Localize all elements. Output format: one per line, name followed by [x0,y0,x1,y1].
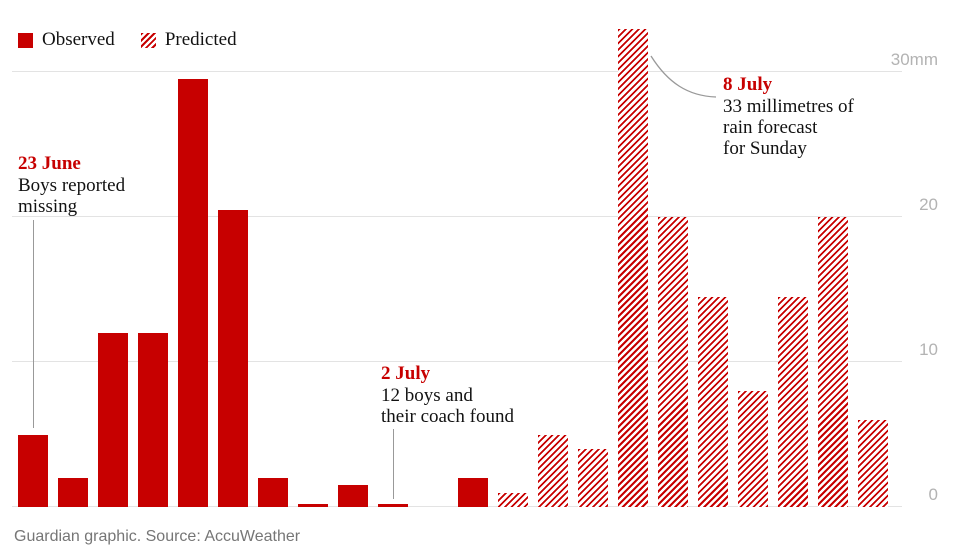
gridline-10 [12,361,902,362]
bar-7-observed [258,478,288,507]
annotation-23-june: 23 June Boys reported missing [18,153,125,217]
annotation-text: 33 millimetres of [723,96,854,117]
bar-4-observed [138,333,168,507]
annotation-date: 8 July [723,74,773,95]
annotation-pointer-line [33,220,34,428]
bar-21-predicted [818,217,848,507]
bar-9-observed [338,485,368,507]
annotation-2-july: 2 July 12 boys and their coach found [381,363,514,427]
bar-22-predicted [858,420,888,507]
annotation-8-july: 8 July 33 millimetres of rain forecast f… [723,74,854,159]
annotation-text: for Sunday [723,138,807,159]
annotation-date: 2 July [381,363,431,384]
bar-15-predicted [578,449,608,507]
gridline-30 [12,71,902,72]
gridline-20 [12,216,902,217]
annotation-text: rain forecast [723,117,818,138]
bar-19-predicted [738,391,768,507]
legend: Observed Predicted [18,29,237,51]
bar-18-predicted [698,296,728,507]
bar-14-predicted [538,434,568,507]
y-axis-label-10: 10 [919,340,938,359]
bar-6-observed [218,209,248,507]
bar-10-observed-2-july [378,504,408,507]
bar-2-observed [58,478,88,507]
y-axis-label-30: 30mm [890,50,938,69]
legend-label-observed: Observed [42,29,115,50]
gridline-0 [12,506,902,507]
annotation-text: their coach found [381,406,514,427]
annotation-date: 23 June [18,153,81,174]
legend-swatch-predicted [140,32,156,48]
legend-swatch-observed [18,32,33,48]
source-credit: Guardian graphic. Source: AccuWeather [14,528,301,545]
bar-13-predicted [498,492,528,507]
bar-8-observed [298,504,328,507]
bar-20-predicted [778,296,808,507]
y-axis-label-0: 0 [928,485,938,504]
bar-1-observed-23-june [18,434,48,507]
annotation-pointer-line [393,429,394,499]
bar-17-predicted [658,217,688,507]
annotation-text: Boys reported [18,175,126,196]
legend-label-predicted: Predicted [164,29,237,50]
annotation-text: missing [18,196,78,217]
annotation-text: 12 boys and [381,385,473,406]
bar-16-predicted-8-july [618,28,648,507]
bar-5-observed [178,79,208,507]
bar-12-observed [458,478,488,507]
y-axis-label-20: 20 [919,195,938,214]
bar-3-observed [98,333,128,507]
